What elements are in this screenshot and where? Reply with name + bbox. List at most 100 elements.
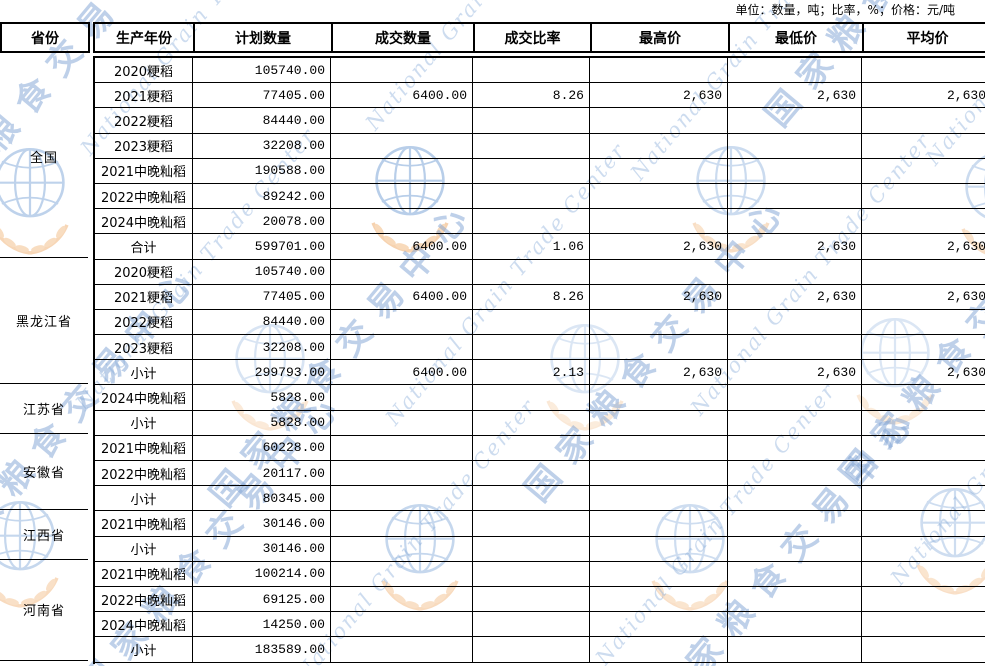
ratio-cell bbox=[473, 335, 590, 361]
table-row: 2020粳稻 105740.00 bbox=[95, 58, 985, 84]
low-cell bbox=[728, 108, 862, 134]
ratio-cell bbox=[473, 511, 590, 537]
deal-cell bbox=[331, 335, 473, 361]
table-row: 2021中晚籼稻 30146.00 bbox=[95, 511, 985, 537]
table-row: 合计 599701.00 6400.00 1.06 2,630 2,630 2,630 bbox=[95, 234, 985, 260]
plan-cell: 32208.00 bbox=[193, 335, 331, 361]
low-cell bbox=[728, 461, 862, 487]
ratio-cell bbox=[473, 637, 590, 663]
high-cell bbox=[590, 133, 728, 159]
ratio-cell bbox=[473, 561, 590, 587]
avg-cell bbox=[862, 461, 985, 487]
high-cell bbox=[590, 108, 728, 134]
table-row: 2020粳稻 105740.00 bbox=[95, 259, 985, 285]
year-cell: 2021中晚籼稻 bbox=[95, 158, 193, 184]
province-cell: 江西省 bbox=[0, 510, 88, 560]
year-cell: 2022中晚籼稻 bbox=[95, 586, 193, 613]
table-row: 2021粳稻 77405.00 6400.00 8.26 2,630 2,630 2,630 bbox=[95, 83, 985, 109]
header-low: 最低价 bbox=[730, 24, 864, 51]
plan-cell: 5828.00 bbox=[193, 410, 331, 436]
ratio-cell: 8.26 bbox=[473, 83, 590, 109]
province-cell: 安徽省 bbox=[0, 434, 88, 510]
province-cell: 河南省 bbox=[0, 560, 88, 661]
deal-cell bbox=[331, 385, 473, 411]
plan-cell: 20078.00 bbox=[193, 209, 331, 235]
province-cell: 全国 bbox=[0, 56, 88, 258]
high-cell bbox=[590, 385, 728, 411]
table-row: 2022粳稻 84440.00 bbox=[95, 309, 985, 336]
plan-cell: 84440.00 bbox=[193, 309, 331, 336]
plan-cell: 599701.00 bbox=[193, 234, 331, 260]
deal-cell bbox=[331, 612, 473, 638]
deal-cell bbox=[331, 486, 473, 512]
plan-cell: 5828.00 bbox=[193, 385, 331, 411]
avg-cell bbox=[862, 260, 985, 285]
low-cell bbox=[728, 133, 862, 159]
ratio-cell bbox=[473, 108, 590, 134]
high-cell bbox=[590, 586, 728, 613]
avg-cell bbox=[862, 486, 985, 512]
year-cell: 小计 bbox=[95, 637, 193, 663]
deal-cell: 6400.00 bbox=[331, 83, 473, 109]
ratio-cell bbox=[473, 486, 590, 512]
table-row: 小计 5828.00 bbox=[95, 410, 985, 436]
year-cell: 2021中晚籼稻 bbox=[95, 561, 193, 587]
ratio-cell: 2.13 bbox=[473, 360, 590, 386]
ratio-cell bbox=[473, 435, 590, 461]
deal-cell bbox=[331, 309, 473, 336]
deal-cell bbox=[331, 108, 473, 134]
year-cell: 2020粳稻 bbox=[95, 58, 193, 84]
year-cell: 小计 bbox=[95, 536, 193, 562]
avg-cell bbox=[862, 134, 985, 159]
ratio-cell: 1.06 bbox=[473, 234, 590, 260]
plan-cell: 14250.00 bbox=[193, 612, 331, 638]
header-plan: 计划数量 bbox=[195, 24, 333, 51]
deal-cell: 6400.00 bbox=[331, 284, 473, 310]
high-cell bbox=[590, 561, 728, 587]
avg-cell: 2,630 bbox=[862, 234, 985, 260]
avg-cell bbox=[862, 511, 985, 537]
deal-cell bbox=[331, 158, 473, 184]
avg-cell bbox=[862, 335, 985, 361]
table-row: 2024中晚籼稻 5828.00 bbox=[95, 385, 985, 411]
grain-auction-table: 2020粳稻 105740.00 2021粳稻 77405.00 6400.00 8.26… bbox=[93, 56, 985, 664]
high-cell bbox=[590, 410, 728, 436]
ratio-cell: 8.26 bbox=[473, 284, 590, 310]
plan-cell: 89242.00 bbox=[193, 183, 331, 210]
year-cell: 2024中晚籼稻 bbox=[95, 385, 193, 411]
high-cell bbox=[590, 536, 728, 562]
plan-cell: 69125.00 bbox=[193, 586, 331, 613]
avg-cell bbox=[862, 637, 985, 663]
deal-cell bbox=[331, 586, 473, 613]
low-cell bbox=[728, 183, 862, 210]
low-cell bbox=[728, 158, 862, 184]
avg-cell bbox=[862, 310, 985, 336]
plan-cell: 77405.00 bbox=[193, 284, 331, 310]
ratio-cell bbox=[473, 536, 590, 562]
ratio-cell bbox=[473, 385, 590, 411]
year-cell: 2022中晚籼稻 bbox=[95, 461, 193, 487]
low-cell bbox=[728, 511, 862, 537]
avg-cell bbox=[862, 411, 985, 436]
table-row: 2021中晚籼稻 190588.00 bbox=[95, 158, 985, 184]
low-cell bbox=[728, 536, 862, 562]
year-cell: 2022粳稻 bbox=[95, 309, 193, 336]
avg-cell bbox=[862, 108, 985, 134]
high-cell bbox=[590, 209, 728, 235]
ratio-cell bbox=[473, 410, 590, 436]
low-cell bbox=[728, 486, 862, 512]
province-cell: 江苏省 bbox=[0, 384, 88, 434]
avg-cell: 2,630 bbox=[862, 83, 985, 109]
ratio-cell bbox=[473, 461, 590, 487]
year-cell: 小计 bbox=[95, 486, 193, 512]
high-cell bbox=[590, 183, 728, 210]
table-row: 小计 183589.00 bbox=[95, 637, 985, 663]
high-cell bbox=[590, 612, 728, 638]
year-cell: 2021中晚籼稻 bbox=[95, 511, 193, 537]
high-cell bbox=[590, 58, 728, 84]
avg-cell bbox=[862, 436, 985, 461]
avg-cell bbox=[862, 159, 985, 184]
table-row: 2022中晚籼稻 89242.00 bbox=[95, 183, 985, 210]
table-row: 2022中晚籼稻 20117.00 bbox=[95, 461, 985, 487]
low-cell: 2,630 bbox=[728, 234, 862, 260]
